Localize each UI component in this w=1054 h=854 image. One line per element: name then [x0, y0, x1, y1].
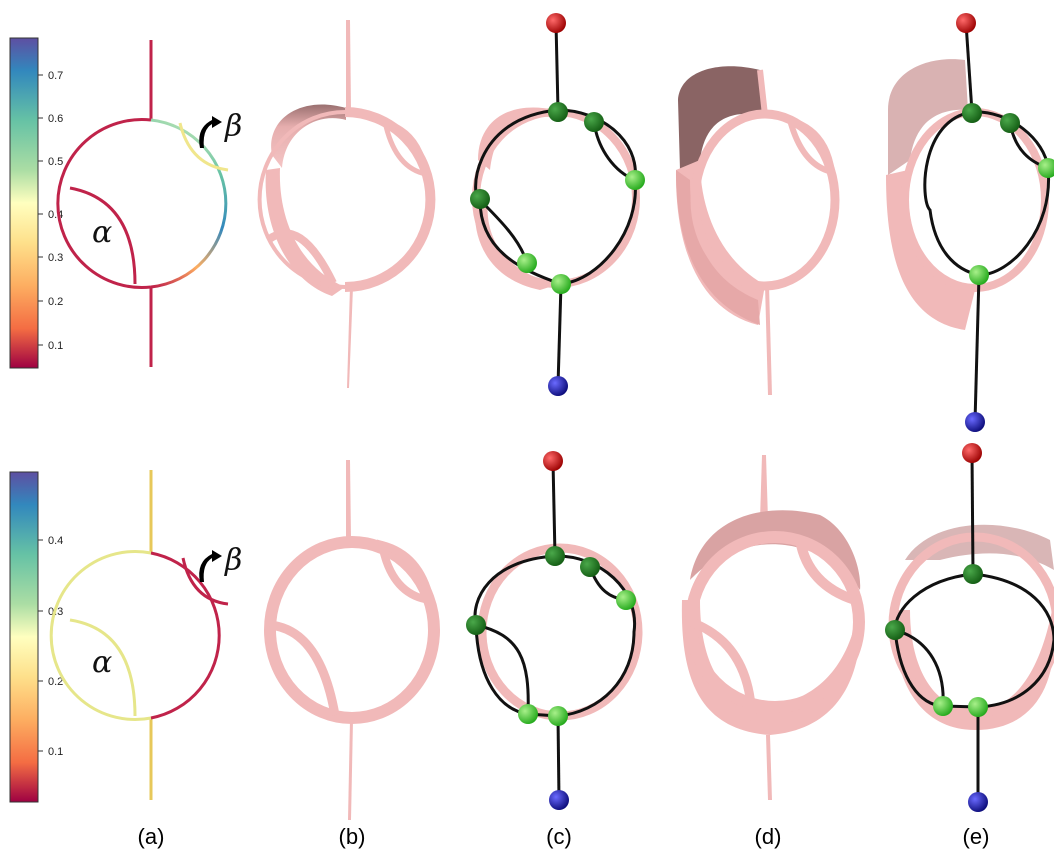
graph-node — [580, 557, 600, 577]
graph-node — [551, 274, 571, 294]
colorbar-top-tick: 0.4 — [48, 209, 63, 221]
graph-node — [616, 590, 636, 610]
panel-label-b: (b) — [312, 824, 392, 850]
alpha-label: α — [92, 645, 112, 680]
panel-e-top-graph — [886, 13, 1054, 432]
graph-node — [518, 704, 538, 724]
panel-c-top-graph — [470, 13, 645, 396]
graph-node — [625, 170, 645, 190]
source-node — [962, 443, 982, 463]
colorbar-bottom-tick: 0.4 — [48, 535, 63, 547]
source-node — [546, 13, 566, 33]
sink-node — [548, 376, 568, 396]
alpha-label: α — [92, 215, 112, 250]
beta-label: β — [224, 109, 242, 144]
beta-arrow-icon — [199, 116, 222, 148]
graph-node — [545, 546, 565, 566]
panel-a-top-colored-graph: α β — [58, 40, 242, 367]
graph-node — [470, 189, 490, 209]
sink-node — [549, 790, 569, 810]
graph-node — [962, 103, 982, 123]
colorbar-top-tick: 0.2 — [48, 296, 63, 308]
graph-node — [963, 564, 983, 584]
source-node — [956, 13, 976, 33]
graph-node — [517, 253, 537, 273]
panel-d-bottom-surface — [682, 455, 860, 800]
beta-arrow-icon — [199, 550, 222, 582]
graph-node — [548, 102, 568, 122]
colorbar-top-tick: 0.7 — [48, 70, 63, 82]
panel-label-a: (a) — [111, 824, 191, 850]
colorbar-top-tick: 0.6 — [48, 113, 63, 125]
panel-label-c: (c) — [519, 824, 599, 850]
colorbar-top-tick: 0.5 — [48, 156, 63, 168]
graph-node — [466, 615, 486, 635]
graph-node — [584, 112, 604, 132]
panel-b-top-surface — [260, 20, 431, 388]
graph-node — [1000, 113, 1020, 133]
panel-c-bottom-graph — [466, 451, 638, 810]
panel-b-bottom-surface — [270, 460, 434, 820]
colorbar-bottom-tick: 0.1 — [48, 746, 63, 758]
panel-a-bottom-colored-graph: α β — [51, 470, 242, 800]
graph-node — [969, 265, 989, 285]
beta-label: β — [224, 543, 242, 578]
graph-node — [933, 696, 953, 716]
panel-label-d: (d) — [728, 824, 808, 850]
panel-e-bottom-graph — [885, 443, 1054, 812]
colorbar-top: 0.7 0.6 0.5 0.4 0.3 0.2 0.1 — [10, 38, 63, 368]
colorbar-bottom: 0.4 0.3 0.2 0.1 — [10, 472, 63, 802]
colorbar-top-tick: 0.1 — [48, 340, 63, 352]
colorbar-top-tick: 0.3 — [48, 252, 63, 264]
graph-node — [885, 620, 905, 640]
panel-d-top-surface — [676, 66, 835, 395]
source-node — [543, 451, 563, 471]
graph-node — [548, 706, 568, 726]
panel-label-e: (e) — [936, 824, 1016, 850]
sink-node — [968, 792, 988, 812]
sink-node — [965, 412, 985, 432]
graph-node — [968, 697, 988, 717]
